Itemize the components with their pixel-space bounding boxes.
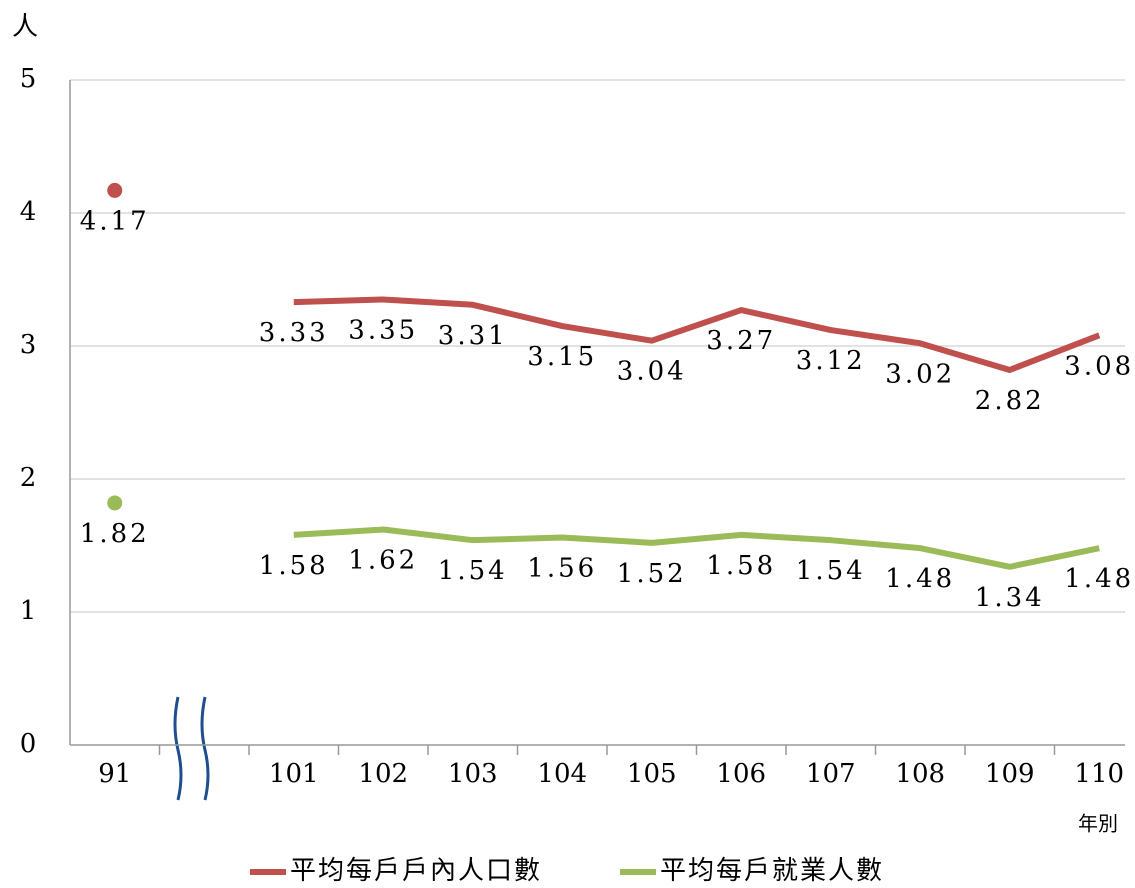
x-tick-label: 102 xyxy=(358,759,408,789)
x-tick-label: 91 xyxy=(98,759,131,789)
data-label: 4.17 xyxy=(80,206,150,236)
x-tick-label: 106 xyxy=(716,759,766,789)
data-label: 1.48 xyxy=(1064,564,1134,594)
data-label: 3.31 xyxy=(438,321,508,351)
data-label: 1.58 xyxy=(259,551,329,581)
y-tick-label: 2 xyxy=(20,463,37,493)
y-tick-label: 1 xyxy=(20,596,37,626)
data-label: 1.62 xyxy=(348,546,418,576)
line xyxy=(293,296,1101,373)
y-tick-label: 5 xyxy=(20,64,37,94)
line xyxy=(293,526,1100,570)
x-tick-label: 104 xyxy=(537,759,587,789)
x-tick-label: 107 xyxy=(806,759,856,789)
data-label: 1.34 xyxy=(975,583,1045,613)
legend-label: 平均每戶戶內人口數 xyxy=(290,856,542,886)
y-axis-label: 人 xyxy=(12,12,38,42)
data-label: 1.82 xyxy=(80,519,150,549)
data-label: 1.52 xyxy=(617,559,687,589)
x-tick-label: 101 xyxy=(269,759,319,789)
data-label: 3.15 xyxy=(527,342,597,372)
data-label: 1.48 xyxy=(885,564,955,594)
data-label: 3.04 xyxy=(617,357,687,387)
data-label: 1.54 xyxy=(438,556,508,586)
data-label: 1.56 xyxy=(527,554,597,584)
data-label: 3.12 xyxy=(796,346,866,376)
data-label: 3.35 xyxy=(348,315,418,345)
x-tick-label: 108 xyxy=(895,759,945,789)
data-label: 1.54 xyxy=(796,556,866,586)
x-tick-label: 109 xyxy=(985,759,1035,789)
data-label: 2.82 xyxy=(975,386,1045,416)
point xyxy=(106,181,124,199)
data-label: 3.33 xyxy=(259,318,329,348)
x-tick-label: 110 xyxy=(1074,759,1124,789)
y-tick-label: 3 xyxy=(20,330,37,360)
x-tick-label: 105 xyxy=(627,759,677,789)
x-tick-label: 103 xyxy=(448,759,498,789)
legend-label: 平均每戶就業人數 xyxy=(660,856,884,886)
y-tick-label: 4 xyxy=(20,197,37,227)
data-label: 3.08 xyxy=(1064,351,1134,381)
axis-break xyxy=(173,696,210,801)
data-label: 3.27 xyxy=(706,326,776,356)
y-tick-label: 0 xyxy=(20,729,37,759)
point xyxy=(106,494,124,512)
data-label: 3.02 xyxy=(885,359,955,389)
x-axis-label: 年別 xyxy=(1078,812,1118,836)
data-label: 1.58 xyxy=(706,551,776,581)
